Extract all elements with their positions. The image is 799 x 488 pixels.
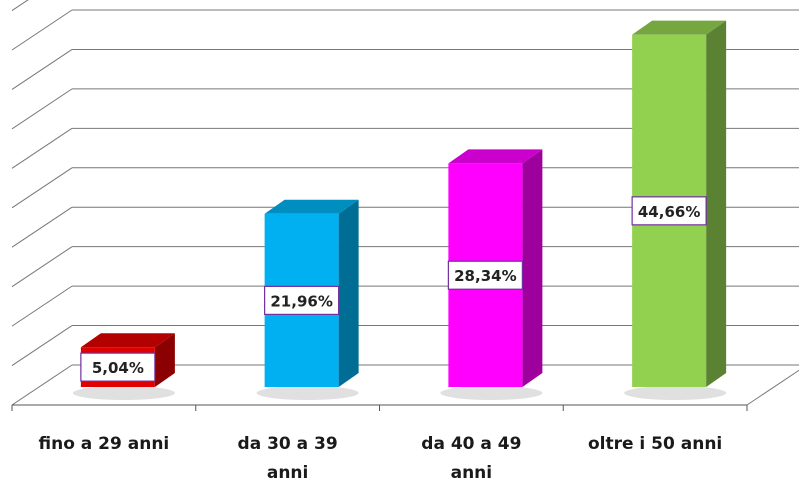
gridline-side	[11, 167, 73, 209]
bar-side	[154, 333, 175, 387]
data-label: 5,04%	[80, 352, 156, 382]
gridline-side	[11, 364, 73, 406]
data-label-box	[264, 285, 340, 315]
x-tick-label: da 40 a 49 anni	[421, 434, 522, 483]
data-label-box	[80, 352, 156, 382]
data-label-text: 28,34%	[454, 267, 516, 285]
bar-side	[522, 149, 543, 387]
gridline-side	[11, 9, 73, 51]
bar-shadow	[256, 386, 359, 400]
data-label: 21,96%	[264, 285, 340, 315]
bar-shadow	[72, 386, 175, 400]
gridline-side	[11, 127, 73, 169]
gridline-side	[11, 0, 29, 11]
gridline-side	[11, 206, 73, 248]
bar-top	[264, 199, 359, 214]
bar-top	[448, 149, 543, 164]
bar-top	[632, 20, 727, 35]
gridline-side	[11, 325, 73, 366]
data-label-text: 44,66%	[638, 203, 700, 221]
data-label-text: 21,96%	[270, 292, 332, 310]
gridline-side	[11, 246, 73, 288]
floor-edge	[746, 369, 799, 406]
data-label: 28,34%	[447, 260, 523, 290]
bar-top	[80, 333, 175, 348]
data-label-text: 5,04%	[92, 359, 144, 377]
x-tick-label: da 30 a 39 anni	[237, 434, 338, 483]
gridline-side	[11, 285, 73, 327]
bars	[72, 20, 727, 400]
data-label-box	[631, 196, 707, 226]
x-tick-label: fino a 29 anni	[38, 434, 170, 454]
bar-side	[706, 20, 727, 388]
data-labels: 5,04% 21,96% 28,34% 44,66%	[80, 196, 707, 382]
data-label-box	[447, 260, 523, 290]
bar-shadow	[440, 386, 543, 400]
gridline-side	[11, 88, 73, 130]
bar-shadow	[624, 386, 727, 400]
data-label: 44,66%	[631, 196, 707, 226]
x-tick-label: oltre i 50 anni	[587, 434, 723, 454]
gridline-side	[11, 49, 73, 90]
bar-side	[338, 199, 359, 387]
x-axis	[11, 404, 748, 411]
